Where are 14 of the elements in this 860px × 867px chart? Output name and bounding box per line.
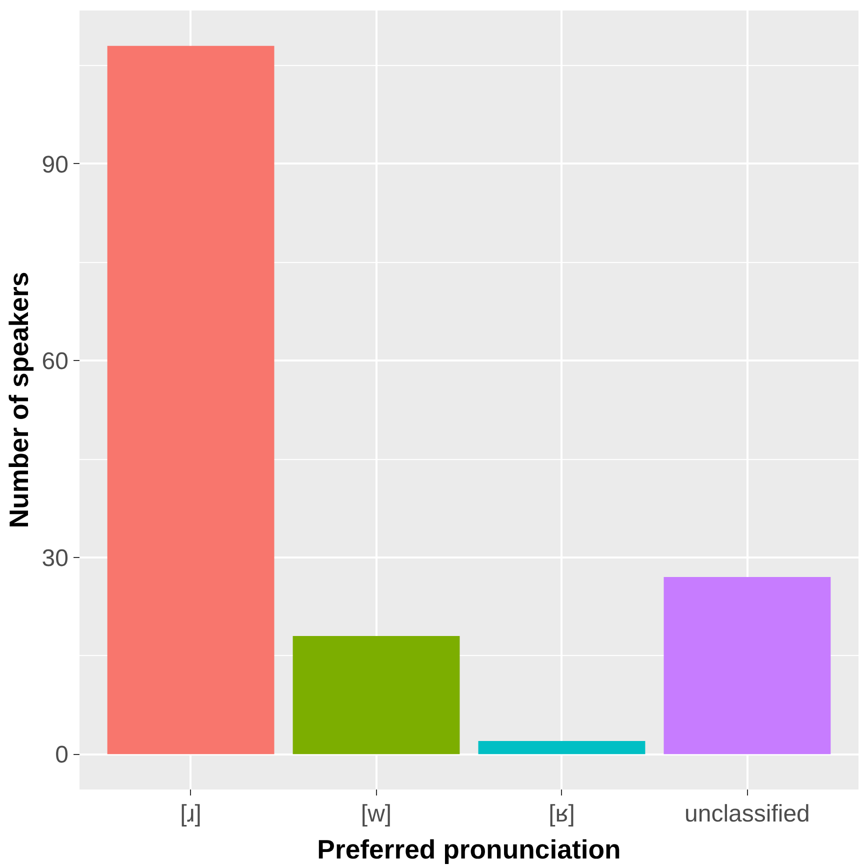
x-axis-title: Preferred pronunciation [317, 834, 621, 864]
bar [664, 577, 831, 754]
x-tick-label: [ɹ] [180, 800, 202, 828]
y-tick-label: 90 [42, 151, 69, 178]
y-axis-title: Number of speakers [4, 272, 34, 528]
bar [292, 636, 460, 754]
bar [478, 740, 646, 754]
bar [107, 46, 274, 754]
x-tick-label: unclassified [684, 800, 810, 828]
x-tick-label: [w] [360, 800, 392, 828]
y-tick-label: 60 [42, 348, 69, 376]
y-tick-label: 30 [42, 544, 69, 572]
y-tick-label: 0 [55, 742, 69, 769]
x-tick-label: [ʁ] [548, 800, 575, 828]
